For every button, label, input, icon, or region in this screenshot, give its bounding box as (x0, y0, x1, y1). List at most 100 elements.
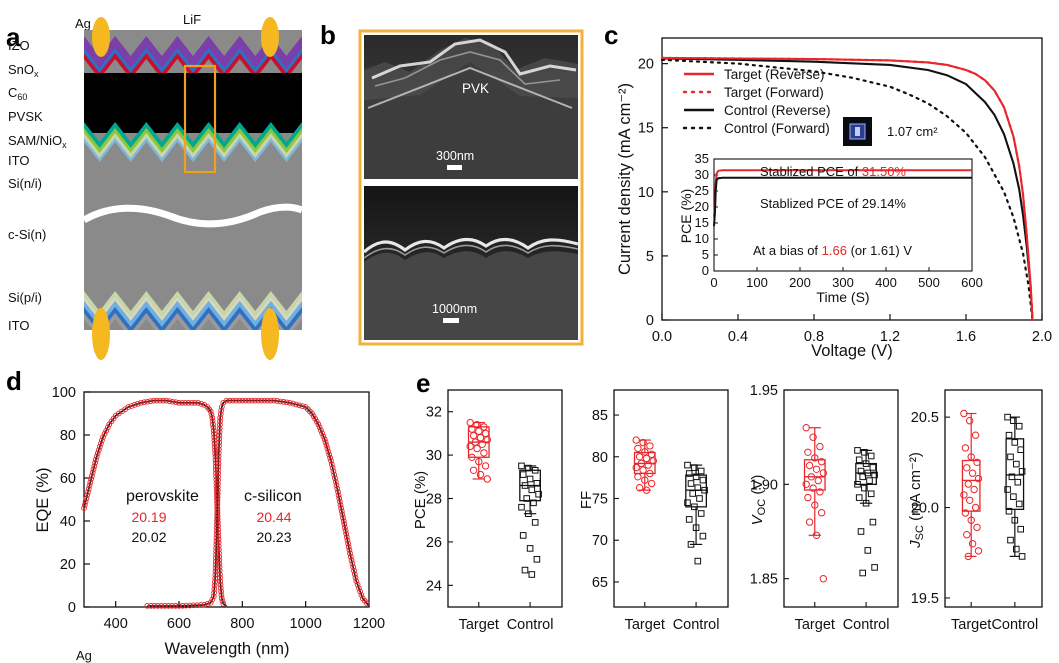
d-point-c-silicon (212, 565, 219, 571)
layer-snox (84, 48, 302, 74)
inset-x-tick-label: 200 (789, 275, 811, 290)
d-point-c-silicon (323, 442, 330, 449)
d-point-perovskite (172, 399, 179, 406)
e-point (809, 433, 817, 441)
d-point-perovskite (93, 456, 99, 463)
d-point-c-silicon (214, 504, 221, 511)
e-point (646, 469, 654, 478)
e-point (635, 453, 644, 461)
d-point-perovskite (83, 495, 90, 502)
e-point (644, 461, 652, 469)
c-series-lines (660, 56, 1034, 322)
d-point-c-silicon (215, 450, 222, 456)
e-point (1010, 493, 1017, 500)
e-category-label: Control (507, 617, 554, 633)
d-point-c-silicon (248, 397, 255, 404)
d-point-c-silicon (332, 475, 338, 482)
e-point (871, 471, 878, 479)
d-y-axis-label: EQE (%) (34, 467, 52, 532)
e-point (687, 480, 695, 487)
e-y-tick-label: 32 (426, 405, 442, 421)
layer-izo (84, 36, 302, 70)
e-point (1004, 413, 1011, 421)
below-stack (84, 330, 302, 350)
e-point (521, 566, 529, 574)
d-point-c-silicon (333, 482, 340, 489)
e-point (855, 494, 863, 501)
e-category-label: Target (795, 617, 835, 633)
e-point (525, 464, 532, 472)
e-y-tick-label: 19.5 (911, 591, 939, 607)
d-point-c-silicon (212, 579, 218, 585)
e-point (468, 425, 476, 433)
ag-electrode-top-right (261, 17, 279, 57)
d-point-c-silicon (214, 514, 220, 521)
e-point (699, 476, 707, 484)
d-point-c-silicon (183, 602, 190, 609)
d-point-c-silicon (169, 603, 175, 609)
d-x-tick-label: 1200 (353, 616, 385, 632)
e-point (857, 528, 865, 535)
d-point-c-silicon (216, 432, 223, 439)
d-point-perovskite (89, 469, 96, 476)
layer-label-ito_top: ITO (8, 153, 29, 168)
d-point-c-silicon (212, 558, 219, 565)
d-point-c-silicon (144, 603, 151, 609)
d-point-c-silicon (179, 602, 186, 609)
inset-y-tick-label: 20 (695, 199, 709, 214)
e-point (864, 547, 872, 554)
d-point-c-silicon (214, 484, 221, 490)
inset-y-tick-label: 10 (695, 231, 709, 246)
panel-label-c: c (604, 20, 618, 50)
d-point-perovskite (210, 424, 217, 431)
d-point-c-silicon (215, 470, 222, 477)
e-point (973, 523, 981, 532)
e-point (960, 409, 968, 418)
e-frame-pce (447, 389, 563, 608)
e-point (535, 490, 542, 498)
d-point-c-silicon (325, 448, 332, 455)
layer-label-pvsk: PVSK (8, 109, 43, 124)
d-point-perovskite (179, 399, 186, 406)
d-point-perovskite (211, 437, 218, 444)
e-point (641, 448, 649, 456)
e-y-tick-label: 80 (592, 450, 608, 466)
e-plot-ff: 65 70 75 80 85 Target Control (592, 389, 729, 633)
e-y-tick-label: 1.90 (750, 477, 778, 493)
d-point-c-silicon (215, 467, 222, 473)
d-point-c-silicon (343, 531, 350, 537)
d-y-tick-label: 100 (52, 385, 76, 401)
e-point (816, 442, 824, 451)
d-x-tick-label: 1000 (290, 616, 322, 632)
e-category-label: Control (843, 617, 890, 633)
ag-bottom-label: Ag (76, 648, 92, 663)
d-point-perovskite (85, 485, 92, 492)
d-point-perovskite (211, 434, 218, 441)
d-point-c-silicon (218, 407, 225, 414)
e-point (971, 431, 980, 439)
d-point-perovskite (82, 498, 89, 505)
perovskite-label: perovskite (126, 488, 199, 505)
d-point-c-silicon (332, 478, 339, 485)
c-x-tick-label: 1.6 (956, 329, 976, 345)
e-point (1004, 486, 1011, 493)
d-point-c-silicon (252, 397, 258, 404)
e-point (862, 460, 870, 467)
e-frame-jsc (944, 389, 1043, 608)
d-point-c-silicon (201, 602, 208, 608)
e-category-label: Control (991, 617, 1038, 633)
layer-sipi-2 (84, 296, 302, 321)
e-point (966, 496, 974, 504)
c-legend-label: Target (Forward) (724, 85, 824, 100)
e-point (642, 486, 651, 494)
d-point-c-silicon (213, 538, 220, 545)
d-point-perovskite (220, 600, 227, 607)
ag-electrode-bottom-left (92, 308, 110, 360)
d-point-c-silicon (242, 397, 249, 404)
e-category-label: Target (951, 617, 991, 633)
d-point-c-silicon (351, 567, 357, 574)
e-point (861, 449, 868, 456)
e-point (1017, 525, 1025, 533)
e-point (967, 516, 975, 524)
